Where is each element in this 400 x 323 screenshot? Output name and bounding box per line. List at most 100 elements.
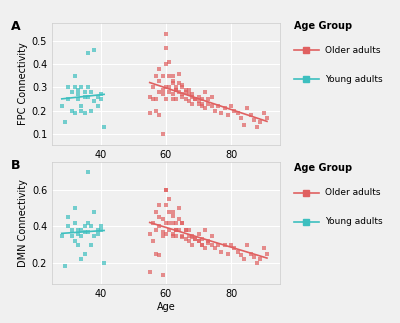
Point [153,209,160,214]
Point [68,233,75,238]
Point [98,97,104,102]
Point [186,233,192,238]
Point [58,103,65,109]
Point [78,256,84,262]
Point [202,89,208,95]
Point [163,46,169,51]
Point [75,87,81,92]
Point [172,227,179,233]
Point [91,233,98,238]
Point [186,87,192,92]
Point [189,235,195,240]
Point [146,231,153,236]
Point [72,73,78,78]
Point [199,236,205,242]
Point [169,213,176,218]
Point [205,101,212,106]
Text: Age Group: Age Group [294,21,352,31]
Point [172,220,179,225]
Point [98,92,104,97]
Point [65,215,72,220]
Point [166,197,172,202]
Text: Older adults: Older adults [325,46,380,55]
Point [234,110,241,116]
Point [150,85,156,90]
Point [264,251,270,256]
Point [186,99,192,104]
Point [215,103,221,109]
Point [72,206,78,211]
Point [179,94,186,99]
Point [192,236,198,242]
Point [101,260,107,265]
Point [62,264,68,269]
Point [182,236,189,242]
Point [146,110,153,116]
Point [222,106,228,111]
Point [182,97,189,102]
Text: B: B [11,159,20,172]
Point [169,80,176,85]
Point [88,89,94,95]
Point [166,89,172,95]
Point [179,220,186,225]
Point [160,217,166,222]
Point [153,227,160,233]
X-axis label: Age: Age [157,302,175,312]
Point [58,233,65,238]
Point [257,256,264,262]
Point [163,62,169,67]
Point [169,209,176,214]
Point [68,108,75,113]
Point [156,253,163,258]
Point [163,32,169,37]
Point [169,97,176,102]
Y-axis label: DMN Connectivity: DMN Connectivity [18,179,28,267]
Point [150,97,156,102]
Text: Young adults: Young adults [325,217,382,226]
Point [208,94,215,99]
Point [88,224,94,229]
Point [189,92,195,97]
Point [68,227,75,233]
Point [264,115,270,120]
Point [81,94,88,99]
Point [212,245,218,251]
Point [169,92,176,97]
Point [163,188,169,193]
Point [85,229,91,234]
Point [160,229,166,234]
Point [81,229,88,234]
Point [65,97,72,102]
Point [231,245,238,251]
Point [199,242,205,247]
Point [169,220,176,225]
Point [85,170,91,175]
Point [254,260,260,265]
Point [169,231,176,236]
Point [186,227,192,233]
Point [199,101,205,106]
Point [75,97,81,102]
Point [189,94,195,99]
Point [81,89,88,95]
Point [81,224,88,229]
Point [228,103,234,109]
Point [163,188,169,193]
Point [160,92,166,97]
Point [195,99,202,104]
Point [218,110,224,116]
Point [260,245,267,251]
Point [254,124,260,130]
Point [156,113,163,118]
Text: A: A [11,20,20,33]
X-axis label: Age: Age [157,163,175,173]
Point [94,103,101,109]
Point [225,113,231,118]
Point [189,101,195,106]
Point [189,233,195,238]
Point [172,233,179,238]
Point [222,242,228,247]
Point [186,238,192,244]
Point [65,85,72,90]
